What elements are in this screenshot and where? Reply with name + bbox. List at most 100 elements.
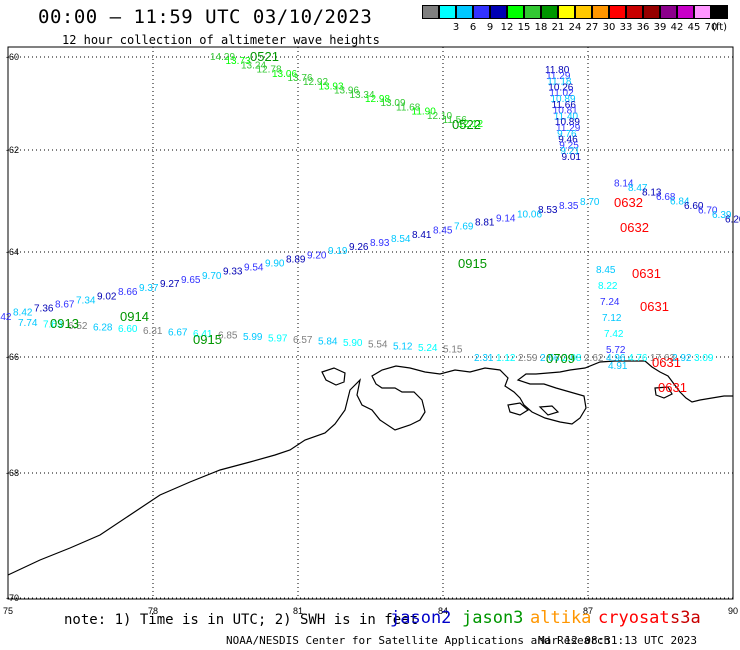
legend-cryosat: cryosat <box>598 608 670 628</box>
wave-height-value: 7.69 <box>454 222 474 233</box>
pass-time-label: 0631 <box>658 380 687 395</box>
wave-height-value: 7.24 <box>600 297 620 308</box>
wave-height-value: 8.41 <box>412 230 432 241</box>
coastline <box>7 360 733 576</box>
pass-time-label: 0631 <box>640 299 669 314</box>
wave-height-value: 8.53 <box>538 205 558 216</box>
pass-time-label: 0631 <box>632 266 661 281</box>
color-scale-swatch <box>541 5 558 19</box>
wave-height-value: 11.80 <box>545 65 570 76</box>
wave-height-value: 13.06 <box>272 69 297 80</box>
wave-height-value: 2.59 <box>518 353 538 364</box>
wave-height-value: 2.08 <box>562 353 582 364</box>
color-scale-label: 9 <box>486 22 494 33</box>
wave-height-value: 5.15 <box>443 344 463 355</box>
pass-time-label: 0913 <box>50 316 79 331</box>
footer-timestamp: Mar 12 08:31:13 UTC 2023 <box>538 634 697 647</box>
color-scale-label: 24 <box>568 22 582 33</box>
wave-height-value: 9.27 <box>160 279 180 290</box>
wave-height-value: 7.63 <box>43 320 63 331</box>
color-scale-swatch <box>592 5 609 19</box>
wave-height-value: 6.20 <box>725 215 740 226</box>
wave-height-value: 11.29 <box>556 123 581 134</box>
wave-height-value: 2.66 <box>540 353 560 364</box>
wave-height-value: 8.66 <box>118 287 138 298</box>
wave-height-value: 11.68 <box>396 102 421 113</box>
pass-time-label: 0914 <box>120 309 149 324</box>
wave-height-value: 8.89 <box>286 254 306 265</box>
wave-height-value: 6.42 <box>0 312 12 323</box>
wave-height-value: 9.25 <box>559 140 579 151</box>
color-scale-swatch <box>473 5 490 19</box>
wave-height-value: 6.60 <box>118 324 138 335</box>
map-subtitle: 12 hour collection of altimeter wave hei… <box>62 33 380 47</box>
wave-height-value: 11.40 <box>554 111 579 122</box>
wave-height-value: 5.72 <box>606 345 626 356</box>
wave-height-value: 13.24 <box>241 60 266 71</box>
wave-height-value: 8.45 <box>596 265 616 276</box>
credit-line: NOAA/NESDIS Center for Satellite Applica… <box>226 634 611 647</box>
color-scale-label: 33 <box>619 22 633 33</box>
wave-height-value: 4.76 <box>628 353 648 364</box>
color-scale-label: 12 <box>500 22 514 33</box>
wave-height-value: 9.14 <box>496 213 516 224</box>
wave-height-value: 8.70 <box>580 197 600 208</box>
longitude-tick-label: 87 <box>583 606 593 616</box>
wave-height-value: 6.28 <box>93 323 113 334</box>
wave-height-value: 8.22 <box>598 281 618 292</box>
wave-height-value: 6.52 <box>68 321 88 332</box>
color-scale-swatch <box>439 5 456 19</box>
wave-height-value: 3.09 <box>694 353 714 364</box>
wave-height-value: 9.46 <box>558 135 578 146</box>
color-scale-label: 15 <box>517 22 531 33</box>
wave-height-value: 11.18 <box>547 77 572 88</box>
wave-height-value: 8.54 <box>391 234 411 245</box>
color-scale-label: 27 <box>585 22 599 33</box>
map-frame <box>7 46 734 600</box>
longitude-tick-label: 81 <box>293 606 303 616</box>
wave-height-value: 6.41 <box>193 329 213 340</box>
wave-height-value: 11.56 <box>443 115 468 126</box>
wave-height-value: 9.90 <box>265 259 285 270</box>
pass-time-label: 0709 <box>546 351 575 366</box>
color-scale-label: 30 <box>602 22 616 33</box>
pass-time-label: 0632 <box>614 195 643 210</box>
longitude-tick-label: 75 <box>3 606 13 616</box>
wave-height-value: 11.02 <box>549 88 574 99</box>
wave-height-value: 7.36 <box>34 304 54 315</box>
wave-height-value: 7.42 <box>604 329 624 340</box>
wave-height-value: 2.31 <box>474 353 494 364</box>
wave-height-value: 6.60 <box>684 201 704 212</box>
wave-height-value: 6.70 <box>698 206 718 217</box>
wave-height-value: 5.12 <box>393 341 413 352</box>
note-text: note: 1) Time is in UTC; 2) SWH is in fe… <box>64 612 419 628</box>
longitude-tick-label: 84 <box>438 606 448 616</box>
wave-height-value: 8.93 <box>370 238 390 249</box>
wave-height-value: 13.93 <box>319 81 344 92</box>
longitude-tick-label: 90 <box>728 606 738 616</box>
wave-height-value: 9.70 <box>202 271 222 282</box>
wave-height-value: 12.12 <box>458 119 483 130</box>
wave-height-value: 8.13 <box>642 188 662 199</box>
wave-height-value: 9.33 <box>223 267 243 278</box>
wave-height-value: 8.81 <box>475 218 495 229</box>
color-scale-swatch <box>524 5 541 19</box>
wave-height-value: 9.54 <box>244 263 264 274</box>
wave-height-value: 6.31 <box>143 326 163 337</box>
wave-height-value: 12.10 <box>427 111 452 122</box>
color-scale-swatch <box>609 5 626 19</box>
longitude-tick-label: 78 <box>148 606 158 616</box>
wave-height-value: 9.26 <box>349 242 369 253</box>
wave-height-value: 11.66 <box>552 100 577 111</box>
pass-time-label: 0522 <box>452 117 481 132</box>
graticule-grid: 75 78 81 84 87 90 -60 -62 -64 -66 -68 -70 <box>3 47 738 616</box>
wave-height-value: 11.90 <box>412 107 437 118</box>
coastline-island <box>507 402 530 416</box>
color-scale-swatch <box>643 5 660 19</box>
wave-height-value: 10.26 <box>548 82 573 93</box>
color-scale-unit: (ft) <box>712 22 728 33</box>
coastline-island <box>654 386 673 399</box>
wave-height-value: 13.96 <box>334 86 359 97</box>
pass-time-label: 0915 <box>458 256 487 271</box>
color-scale-swatch <box>507 5 524 19</box>
